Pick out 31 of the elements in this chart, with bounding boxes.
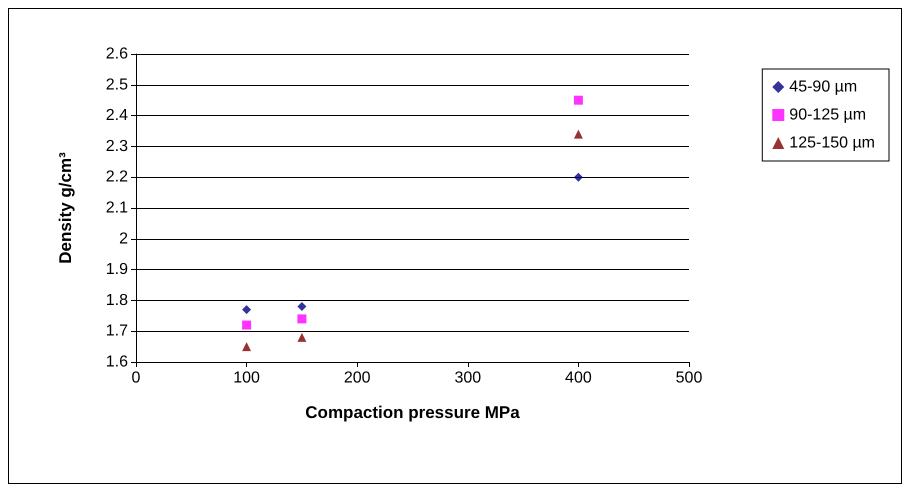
point [297,332,306,342]
y-tick-label: 1.6 [106,354,128,370]
point [242,320,252,330]
legend-label: 45-90 µm [789,78,858,96]
point [574,172,583,182]
x-tick-label: 300 [454,370,482,386]
x-tick-label: 0 [132,370,141,386]
x-tick-label: 400 [565,370,592,386]
point [297,314,306,324]
y-tick-label: 2.1 [106,200,128,216]
point [574,96,583,105]
point [297,302,306,312]
x-tick-label: 100 [233,370,260,386]
y-tick-label: 2 [119,230,128,248]
point [242,305,252,314]
y-tick-label: 2.2 [106,168,128,186]
x-tick-label: 500 [676,370,702,386]
y-tick-label: 2.6 [106,46,128,62]
y-tick-label: 1.7 [106,322,128,340]
y-tick-label: 2.4 [106,107,128,124]
x-axis-title: Compaction pressure MPa [305,403,520,422]
y-tick-label: 2.5 [106,76,128,94]
y-axis-title: Density g/cm³ [56,152,75,264]
x-tick-label: 200 [344,370,371,386]
y-tick-label: 1.9 [106,261,128,278]
point [242,342,252,352]
legend-label: 90-125 µm [789,106,866,124]
y-tick-label: 1.8 [106,292,128,309]
y-tick-label: 2.3 [106,138,128,155]
point [574,130,583,139]
legend-label: 125-150 µm [789,134,876,152]
